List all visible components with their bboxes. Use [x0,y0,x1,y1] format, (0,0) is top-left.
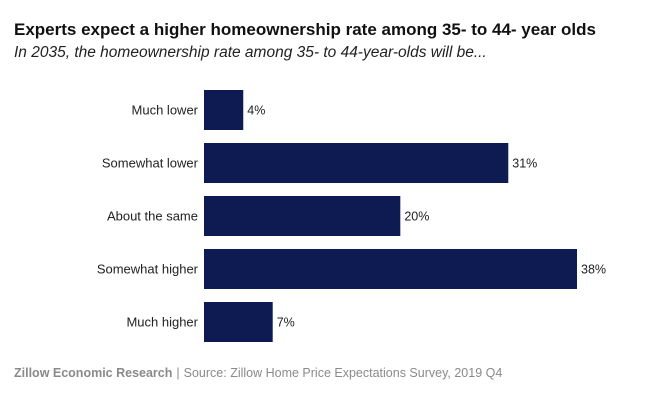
bar [204,90,244,130]
value-label: 20% [404,210,429,224]
bar [204,249,577,289]
value-label: 4% [247,104,265,118]
footer-brand: Zillow Economic Research [14,366,173,380]
chart-title: Experts expect a higher homeownership ra… [14,20,596,39]
category-label: About the same [107,209,198,224]
category-label: Somewhat higher [97,262,199,277]
chart-subtitle: In 2035, the homeownership rate among 35… [14,44,487,61]
bar [204,196,401,236]
value-label: 38% [581,263,606,277]
footer: Zillow Economic Research | Source: Zillow … [14,366,502,380]
category-label: Much lower [132,103,199,118]
category-label: Much higher [126,315,198,330]
footer-source: Source: Zillow Home Price Expectations S… [183,366,503,380]
bar [204,302,273,342]
footer-separator: | [176,366,180,380]
bar [204,143,509,183]
category-label: Somewhat lower [102,156,199,171]
value-label: 7% [277,316,295,330]
value-label: 31% [512,157,537,171]
